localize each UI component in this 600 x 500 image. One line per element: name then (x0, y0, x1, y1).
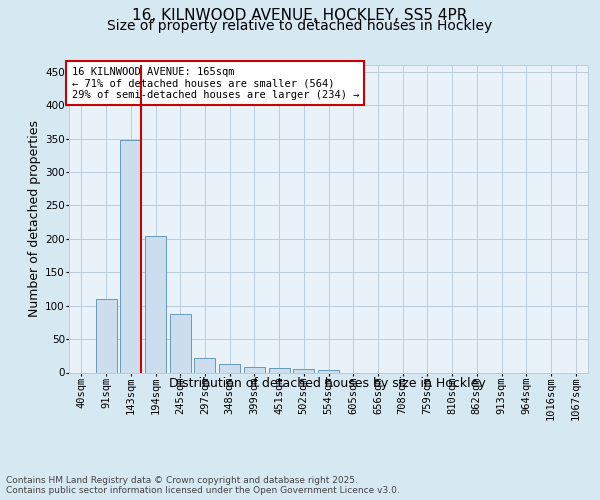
Text: Size of property relative to detached houses in Hockley: Size of property relative to detached ho… (107, 19, 493, 33)
Bar (95, 299, 116, 372)
Text: Contains HM Land Registry data © Crown copyright and database right 2025.
Contai: Contains HM Land Registry data © Crown c… (6, 476, 400, 495)
Bar (170, 314, 191, 372)
Y-axis label: Number of detached properties: Number of detached properties (28, 120, 41, 318)
Text: 16, KILNWOOD AVENUE, HOCKLEY, SS5 4PR: 16, KILNWOOD AVENUE, HOCKLEY, SS5 4PR (133, 8, 467, 22)
Bar (145, 236, 166, 372)
Bar (194, 358, 215, 372)
Bar (293, 369, 314, 372)
Bar (318, 370, 339, 372)
Bar (244, 367, 265, 372)
Bar (120, 140, 141, 372)
Bar (219, 364, 240, 372)
Text: Distribution of detached houses by size in Hockley: Distribution of detached houses by size … (169, 378, 485, 390)
Bar (269, 368, 290, 372)
Text: 16 KILNWOOD AVENUE: 165sqm
← 71% of detached houses are smaller (564)
29% of sem: 16 KILNWOOD AVENUE: 165sqm ← 71% of deta… (71, 66, 359, 100)
